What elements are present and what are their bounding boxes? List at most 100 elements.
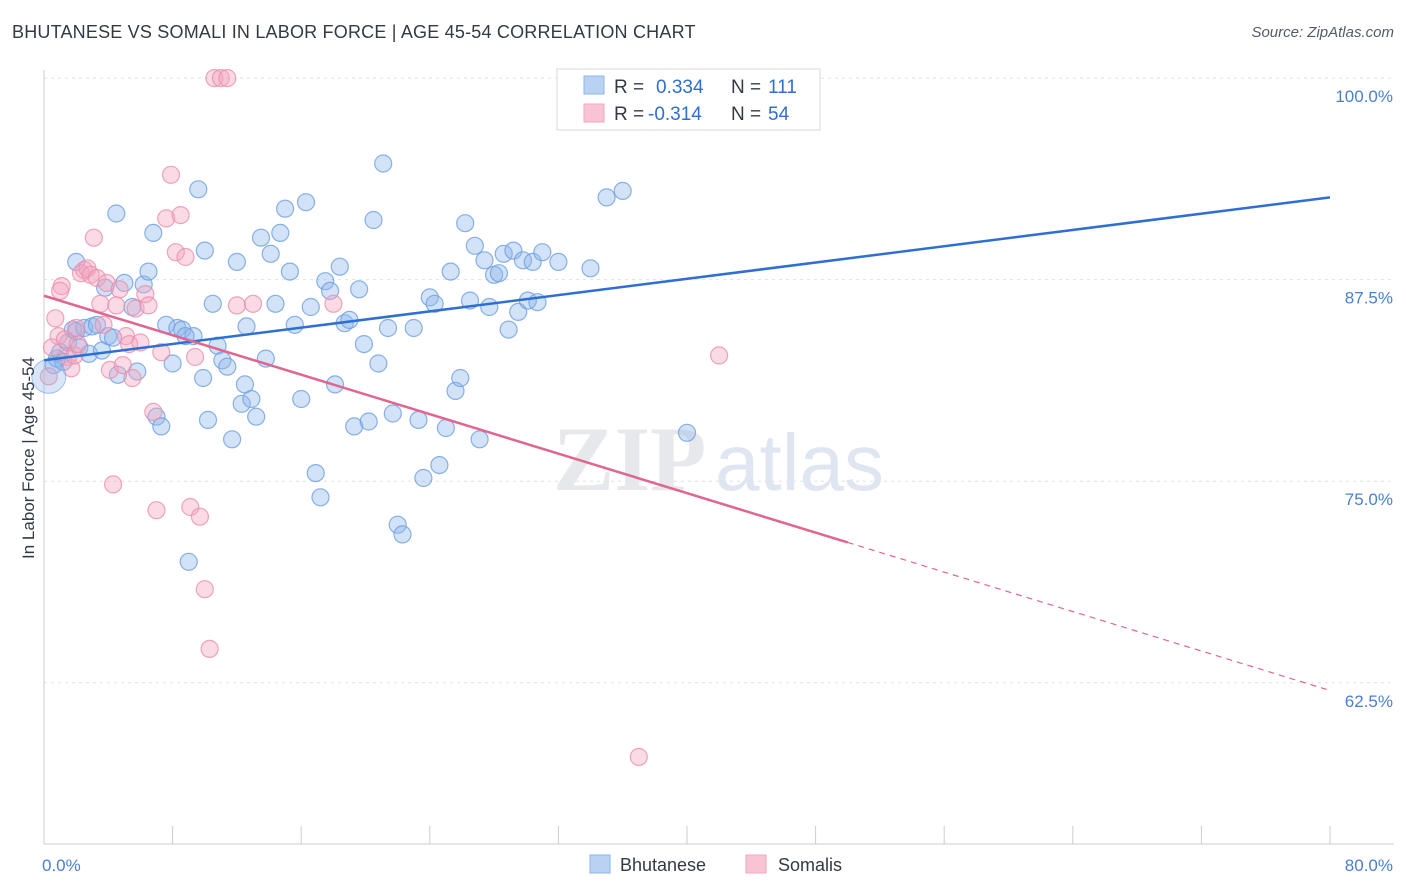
- somalis-point-32: [147, 501, 166, 520]
- bhutanese-point-73: [404, 318, 423, 338]
- bhutanese-point-22: [147, 407, 166, 426]
- bhutanese-point-107: [144, 223, 163, 242]
- somalis-point-0: [39, 367, 58, 386]
- bottom-legend-bhutanese: Bhutanese: [620, 855, 706, 875]
- bhutanese-point-59: [330, 257, 349, 276]
- somalis-point-43: [200, 639, 219, 659]
- somalis-point-14: [84, 228, 103, 247]
- bhutanese-point-39: [232, 394, 251, 413]
- bottom-legend-somalis: Somalis: [778, 855, 842, 875]
- legend-box: R = 0.334 N = 111 R = -0.314 N = 54: [556, 68, 821, 131]
- bhutanese-point-70: [383, 404, 402, 423]
- bhutanese-point-109: [195, 241, 214, 260]
- bhutanese-point-82: [451, 368, 470, 388]
- bhutanese-point-47: [271, 223, 290, 242]
- bhutanese-point-71: [388, 515, 407, 534]
- legend-n-label: N =: [731, 77, 761, 98]
- bhutanese-point-88: [480, 297, 499, 317]
- bhutanese-point-86: [470, 430, 489, 449]
- somalis-point-9: [68, 335, 87, 354]
- somalis-point-40: [186, 347, 205, 367]
- chart-title: BHUTANESE VS SOMALI IN LABOR FORCE | AGE…: [12, 22, 696, 42]
- bhutanese-point-46: [266, 294, 285, 313]
- bhutanese-point-32: [198, 410, 218, 429]
- legend-r-label: R =: [614, 77, 644, 98]
- bhutanese-point-80: [441, 262, 460, 281]
- somalis-point-46: [218, 68, 237, 88]
- somalis-point-36: [166, 243, 185, 262]
- bhutanese-point-63: [350, 280, 369, 299]
- somalis-trend-line: [43, 294, 849, 544]
- somalis-point-26: [123, 368, 142, 388]
- bhutanese-point-110: [235, 375, 254, 394]
- y-tick-label-3: 62.5%: [1345, 692, 1393, 711]
- bhutanese-point-40: [237, 317, 256, 336]
- bhutanese-point-97: [523, 252, 542, 271]
- bhutanese-point-106: [107, 204, 126, 223]
- bhutanese-point-56: [316, 272, 335, 291]
- y-tick-label-2: 75.0%: [1345, 490, 1393, 509]
- x-tick-label-0: 0.0%: [42, 856, 81, 875]
- bhutanese-point-51: [292, 389, 311, 409]
- bhutanese-point-54: [306, 464, 325, 483]
- watermark-atlas: atlas: [715, 418, 884, 507]
- bhutanese-point-49: [280, 262, 299, 281]
- somalis-point-30: [139, 296, 158, 315]
- bhutanese-point-28: [179, 552, 198, 571]
- bhutanese-point-72: [393, 525, 412, 544]
- somalis-point-22: [110, 280, 129, 299]
- somalis-point-38: [176, 247, 195, 267]
- legend-swatch-somalis: [583, 103, 605, 123]
- bhutanese-point-45: [261, 244, 280, 263]
- somalis-trend-extension: [847, 541, 1331, 692]
- bhutanese-trend-line: [43, 196, 1331, 362]
- somalis-point-35: [161, 165, 181, 184]
- bhutanese-point-21: [139, 262, 158, 281]
- tick-labels: 100.0% 87.5% 75.0% 62.5% 0.0% 80.0%: [42, 87, 1393, 875]
- somalis-point-41: [190, 507, 209, 526]
- bhutanese-point-42: [247, 407, 266, 426]
- bottom-legend-swatch-somalis: [745, 854, 767, 874]
- data-points: [31, 68, 729, 767]
- bhutanese-point-103: [613, 181, 632, 200]
- bhutanese-point-91: [494, 244, 513, 263]
- bhutanese-point-83: [456, 214, 475, 233]
- bhutanese-point-53: [301, 297, 320, 317]
- bhutanese-point-87: [475, 251, 494, 270]
- bhutanese-point-48: [276, 199, 295, 218]
- bhutanese-point-38: [227, 252, 246, 271]
- bhutanese-point-36: [218, 357, 237, 376]
- somalis-point-23: [113, 356, 132, 375]
- bhutanese-point-64: [354, 335, 373, 354]
- bottom-legend-swatch-bhutanese: [589, 854, 611, 874]
- bhutanese-point-66: [364, 210, 383, 230]
- somalis-point-47: [227, 296, 246, 315]
- bhutanese-point-62: [345, 417, 364, 436]
- bhutanese-point-69: [378, 318, 398, 338]
- bhutanese-point-50: [285, 315, 304, 334]
- bhutanese-point-100: [549, 252, 568, 271]
- bhutanese-point-43: [251, 228, 271, 247]
- bhutanese-point-65: [359, 412, 378, 431]
- somalis-point-53: [67, 318, 86, 338]
- bhutanese-point-77: [425, 294, 444, 313]
- somalis-point-29: [136, 285, 155, 304]
- bhutanese-point-85: [465, 236, 484, 255]
- somalis-point-50: [629, 747, 648, 767]
- somalis-point-21: [107, 296, 126, 315]
- legend-swatch-bhutanese: [583, 75, 605, 95]
- legend-somalis-r: -0.314: [648, 104, 702, 125]
- axes: [43, 70, 1394, 845]
- somalis-point-39: [181, 497, 200, 517]
- bhutanese-point-101: [581, 259, 600, 278]
- bhutanese-point-93: [504, 241, 523, 260]
- bhutanese-point-92: [499, 320, 518, 339]
- somalis-point-17: [94, 315, 113, 334]
- legend-somalis-n: 54: [768, 104, 790, 125]
- somalis-point-37: [171, 206, 190, 225]
- somalis-point-52: [50, 281, 70, 300]
- x-tick-label-1: 80.0%: [1345, 856, 1393, 875]
- bhutanese-point-104: [677, 423, 697, 442]
- watermark: ZIP atlas: [553, 408, 884, 510]
